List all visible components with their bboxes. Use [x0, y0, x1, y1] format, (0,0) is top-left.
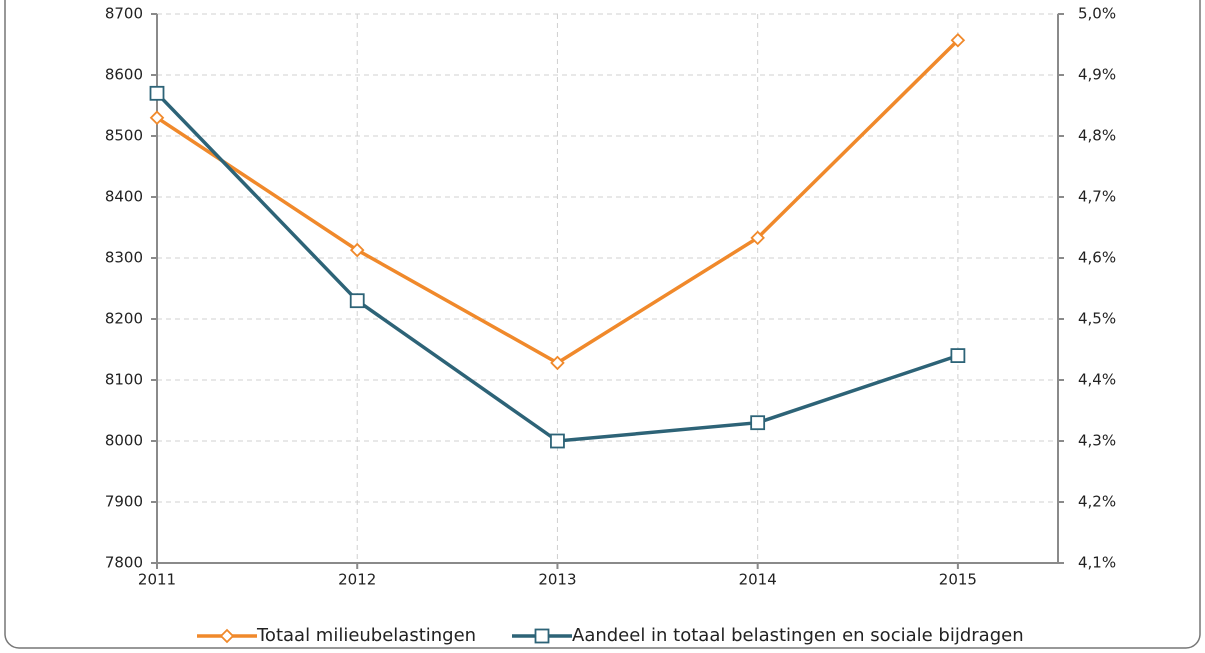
- y-tick-label: 7800: [105, 554, 143, 572]
- y-tick-label: 8700: [105, 5, 143, 23]
- y2-tick-label: 4,8%: [1078, 127, 1116, 145]
- x-tick-label: 2015: [939, 571, 977, 589]
- y2-tick-label: 4,7%: [1078, 188, 1116, 206]
- marker: [950, 348, 966, 364]
- x-tick-label: 2011: [138, 571, 176, 589]
- y2-tick-label: 4,2%: [1078, 493, 1116, 511]
- y2-tick-label: 5,0%: [1078, 5, 1116, 23]
- marker: [550, 433, 565, 449]
- y-tick-label: 8100: [105, 371, 143, 389]
- x-tick-label: 2013: [538, 571, 576, 589]
- x-tick-label: 2014: [739, 571, 777, 589]
- y-tick-label: 8600: [105, 66, 143, 84]
- marker: [349, 293, 365, 309]
- legend-label: Aandeel in totaal belastingen en sociale…: [572, 625, 1024, 646]
- x-tick-label: 2012: [338, 571, 376, 589]
- y2-tick-label: 4,1%: [1078, 554, 1116, 572]
- marker: [950, 32, 966, 48]
- marker: [219, 628, 235, 644]
- y2-tick-label: 4,3%: [1078, 432, 1116, 450]
- marker: [550, 355, 565, 371]
- marker: [750, 415, 766, 431]
- y2-tick-label: 4,5%: [1078, 310, 1116, 328]
- marker: [149, 110, 165, 125]
- y-tick-label: 8200: [105, 310, 143, 328]
- y2-tick-label: 4,6%: [1078, 249, 1116, 267]
- y-tick-label: 8000: [105, 432, 143, 450]
- legend-label: Totaal milieubelastingen: [256, 625, 476, 646]
- y-tick-label: 7900: [105, 493, 143, 511]
- y-tick-label: 8500: [105, 127, 143, 145]
- marker: [750, 230, 765, 246]
- y2-tick-label: 4,4%: [1078, 371, 1116, 389]
- y2-tick-label: 4,9%: [1078, 66, 1116, 84]
- marker: [349, 242, 365, 258]
- frame: [4, 0, 1201, 649]
- y-tick-label: 8400: [105, 188, 143, 206]
- y-tick-label: 8300: [105, 249, 143, 267]
- marker: [534, 628, 550, 644]
- marker: [149, 85, 165, 101]
